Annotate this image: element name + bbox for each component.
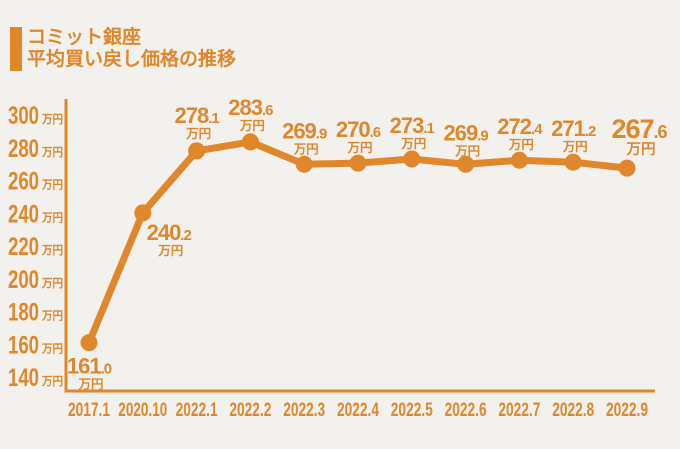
y-tick-label: 180 — [8, 299, 39, 327]
y-tick-unit: 万円 — [41, 342, 63, 355]
value-label: 278.1 — [174, 103, 219, 128]
data-point-marker — [80, 334, 98, 352]
value-label-unit: 万円 — [626, 141, 656, 158]
x-tick-label: 2022.3 — [283, 400, 325, 421]
value-label-unit: 万円 — [78, 378, 104, 392]
value-label: 272.4 — [497, 114, 543, 139]
value-label: 273.1 — [390, 113, 435, 138]
y-tick-label: 300 — [8, 102, 39, 130]
data-point-marker — [349, 154, 367, 172]
x-tick-label: 2020.10 — [118, 400, 167, 421]
x-tick-label: 2022.1 — [176, 400, 218, 421]
value-label-unit: 万円 — [157, 244, 183, 258]
y-tick-unit: 万円 — [41, 146, 63, 159]
y-tick-unit: 万円 — [41, 211, 63, 224]
data-point-marker — [134, 204, 152, 222]
y-tick-unit: 万円 — [41, 277, 63, 290]
x-tick-label: 2022.6 — [445, 400, 487, 421]
value-label: 161.0 — [67, 354, 112, 379]
x-tick-label: 2022.7 — [498, 400, 540, 421]
data-point-marker — [295, 155, 313, 173]
value-label: 269.9 — [443, 120, 488, 145]
value-label: 267.6 — [611, 114, 667, 144]
chart-header: コミット銀座 平均買い戻し価格の推移 — [10, 27, 236, 71]
x-tick-label: 2022.5 — [391, 400, 433, 421]
x-tick-label: 2017.1 — [68, 400, 110, 421]
y-tick-unit: 万円 — [41, 179, 63, 192]
data-point-marker — [618, 159, 636, 177]
data-point-marker — [564, 153, 582, 171]
data-point-marker — [403, 150, 421, 168]
title-accent-bar — [10, 27, 22, 71]
data-point-marker — [457, 155, 475, 173]
x-tick-label: 2022.9 — [606, 400, 648, 421]
value-label: 269.9 — [282, 118, 327, 143]
data-point-marker — [241, 133, 259, 151]
value-label-unit: 万円 — [400, 137, 426, 151]
value-label: 240.2 — [147, 220, 192, 245]
value-label: 283.6 — [228, 95, 273, 120]
x-tick-label: 2022.2 — [229, 400, 271, 421]
x-tick-label: 2022.4 — [337, 400, 379, 421]
value-label-unit: 万円 — [293, 142, 319, 156]
value-label-unit: 万円 — [185, 127, 211, 141]
y-tick-unit: 万円 — [41, 113, 63, 126]
y-tick-label: 220 — [8, 233, 39, 261]
y-tick-unit: 万円 — [41, 310, 63, 323]
data-point-marker — [510, 151, 528, 169]
value-label-unit: 万円 — [454, 144, 480, 158]
chart-title-line1: コミット銀座 — [27, 27, 142, 48]
y-tick-label: 160 — [8, 331, 39, 359]
y-tick-label: 240 — [8, 200, 39, 228]
y-tick-label: 140 — [8, 364, 39, 392]
value-label-unit: 万円 — [347, 141, 373, 155]
y-tick-unit: 万円 — [41, 375, 63, 388]
data-point-marker — [188, 142, 206, 160]
y-tick-label: 260 — [8, 168, 39, 196]
x-tick-label: 2022.8 — [552, 400, 594, 421]
value-label: 271.2 — [551, 116, 596, 141]
y-tick-label: 280 — [8, 135, 39, 163]
value-label-unit: 万円 — [562, 140, 588, 154]
value-label-unit: 万円 — [239, 119, 265, 133]
value-label-unit: 万円 — [508, 138, 534, 152]
y-tick-label: 200 — [8, 266, 39, 294]
chart-title: コミット銀座 平均買い戻し価格の推移 — [27, 27, 236, 71]
value-label: 270.6 — [336, 117, 381, 142]
chart-title-line2: 平均買い戻し価格の推移 — [27, 49, 237, 70]
y-tick-unit: 万円 — [41, 244, 63, 257]
